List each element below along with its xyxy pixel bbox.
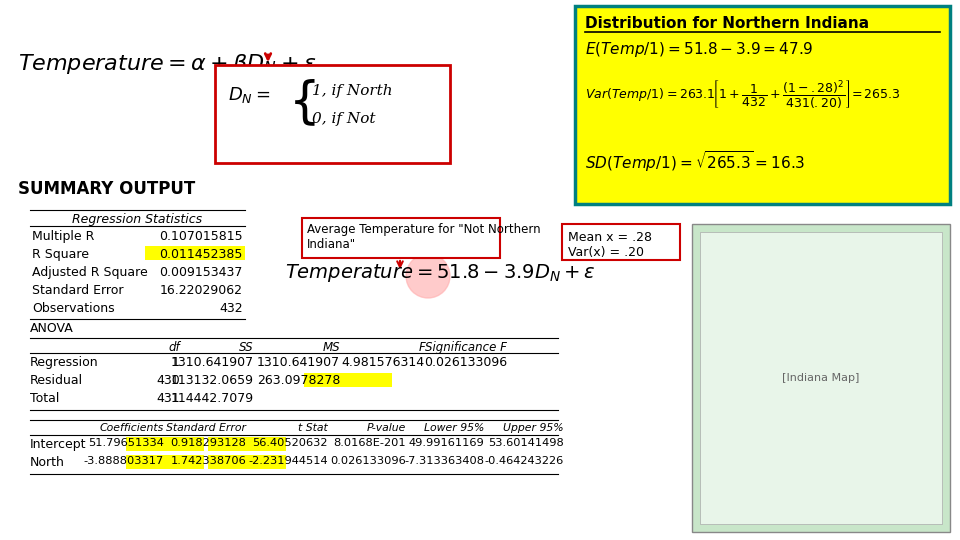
Text: Lower 95%: Lower 95% xyxy=(423,423,484,433)
FancyBboxPatch shape xyxy=(304,373,392,387)
Text: 0, if Not: 0, if Not xyxy=(312,112,375,126)
Text: Regression: Regression xyxy=(30,356,99,369)
Text: Adjusted R Square: Adjusted R Square xyxy=(32,266,148,279)
Text: North: North xyxy=(30,456,65,469)
Text: $Temperature = 51.8 - 3.9D_N + \varepsilon$: $Temperature = 51.8 - 3.9D_N + \varepsil… xyxy=(285,262,595,284)
Text: 0.026133096: 0.026133096 xyxy=(330,456,406,466)
Text: 1, if North: 1, if North xyxy=(312,84,393,98)
Text: 0.918293128: 0.918293128 xyxy=(170,438,246,448)
Text: 113132.0659: 113132.0659 xyxy=(171,374,254,387)
Text: 4.981576314: 4.981576314 xyxy=(342,356,425,369)
Text: -0.464243226: -0.464243226 xyxy=(485,456,564,466)
Text: 1: 1 xyxy=(172,356,180,369)
Text: 49.99161169: 49.99161169 xyxy=(408,438,484,448)
Text: 0.107015815: 0.107015815 xyxy=(159,230,243,243)
Text: $\{$: $\{$ xyxy=(288,78,316,129)
FancyBboxPatch shape xyxy=(575,6,950,204)
Text: 51.79651334: 51.79651334 xyxy=(88,438,164,448)
Text: 263.0978278: 263.0978278 xyxy=(256,374,340,387)
Text: 1310.641907: 1310.641907 xyxy=(171,356,254,369)
Text: Regression Statistics: Regression Statistics xyxy=(72,213,203,226)
Text: t Stat: t Stat xyxy=(299,423,328,433)
Text: 0.026133096: 0.026133096 xyxy=(424,356,507,369)
Text: $Var(Temp/1) = 263.1\!\left[1 + \dfrac{1}{432} + \dfrac{(1-.28)^2}{431(.20)}\rig: $Var(Temp/1) = 263.1\!\left[1 + \dfrac{1… xyxy=(585,78,900,110)
Text: Multiple R: Multiple R xyxy=(32,230,94,243)
FancyBboxPatch shape xyxy=(700,232,942,524)
Text: -3.888803317: -3.888803317 xyxy=(84,456,164,466)
Text: 430: 430 xyxy=(156,374,180,387)
Text: $Temperature = \alpha + \beta D_N + \varepsilon$: $Temperature = \alpha + \beta D_N + \var… xyxy=(18,52,317,76)
FancyBboxPatch shape xyxy=(302,218,500,258)
Text: 56.40520632: 56.40520632 xyxy=(252,438,328,448)
Text: P-value: P-value xyxy=(367,423,406,433)
Text: $SD(Temp/1) = \sqrt{265.3} = 16.3$: $SD(Temp/1) = \sqrt{265.3} = 16.3$ xyxy=(585,149,805,174)
FancyBboxPatch shape xyxy=(208,437,286,451)
Text: $D_N =$: $D_N =$ xyxy=(228,85,271,105)
FancyBboxPatch shape xyxy=(692,224,950,532)
Text: Average Temperature for "Not Northern
Indiana": Average Temperature for "Not Northern In… xyxy=(307,223,540,251)
Text: 16.22029062: 16.22029062 xyxy=(160,284,243,297)
Text: R Square: R Square xyxy=(32,248,89,261)
FancyBboxPatch shape xyxy=(126,437,204,451)
Text: 0.011452385: 0.011452385 xyxy=(159,248,243,261)
Text: 114442.7079: 114442.7079 xyxy=(171,392,254,405)
Text: MS: MS xyxy=(323,341,340,354)
Text: -2.231944514: -2.231944514 xyxy=(249,456,328,466)
Text: Upper 95%: Upper 95% xyxy=(503,423,564,433)
FancyBboxPatch shape xyxy=(562,224,680,260)
Text: Distribution for Northern Indiana: Distribution for Northern Indiana xyxy=(585,16,869,31)
Text: F: F xyxy=(419,341,425,354)
FancyBboxPatch shape xyxy=(208,455,286,469)
Text: Standard Error: Standard Error xyxy=(32,284,124,297)
FancyBboxPatch shape xyxy=(126,455,204,469)
Text: [Indiana Map]: [Indiana Map] xyxy=(782,373,860,383)
FancyBboxPatch shape xyxy=(215,65,450,163)
Text: 431: 431 xyxy=(156,392,180,405)
Text: 0.009153437: 0.009153437 xyxy=(159,266,243,279)
Text: ANOVA: ANOVA xyxy=(30,322,74,335)
Circle shape xyxy=(406,254,450,298)
Text: SUMMARY OUTPUT: SUMMARY OUTPUT xyxy=(18,180,195,198)
Text: Intercept: Intercept xyxy=(30,438,86,451)
Text: 432: 432 xyxy=(220,302,243,315)
FancyBboxPatch shape xyxy=(145,246,245,260)
Text: Coefficients: Coefficients xyxy=(100,423,164,433)
Text: 8.0168E-201: 8.0168E-201 xyxy=(333,438,406,448)
Text: Total: Total xyxy=(30,392,60,405)
Text: Observations: Observations xyxy=(32,302,114,315)
Text: Significance F: Significance F xyxy=(425,341,507,354)
Text: 53.60141498: 53.60141498 xyxy=(489,438,564,448)
Text: Standard Error: Standard Error xyxy=(166,423,246,433)
Text: 1.742338706: 1.742338706 xyxy=(170,456,246,466)
Text: -7.313363408: -7.313363408 xyxy=(404,456,484,466)
Text: $E(Temp/1) = 51.8 - 3.9 = 47.9$: $E(Temp/1) = 51.8 - 3.9 = 47.9$ xyxy=(585,40,813,59)
Text: Residual: Residual xyxy=(30,374,84,387)
Text: Mean x = .28
Var(x) = .20: Mean x = .28 Var(x) = .20 xyxy=(568,231,652,259)
Text: SS: SS xyxy=(239,341,254,354)
Text: df: df xyxy=(168,341,180,354)
Text: 1310.641907: 1310.641907 xyxy=(257,356,340,369)
